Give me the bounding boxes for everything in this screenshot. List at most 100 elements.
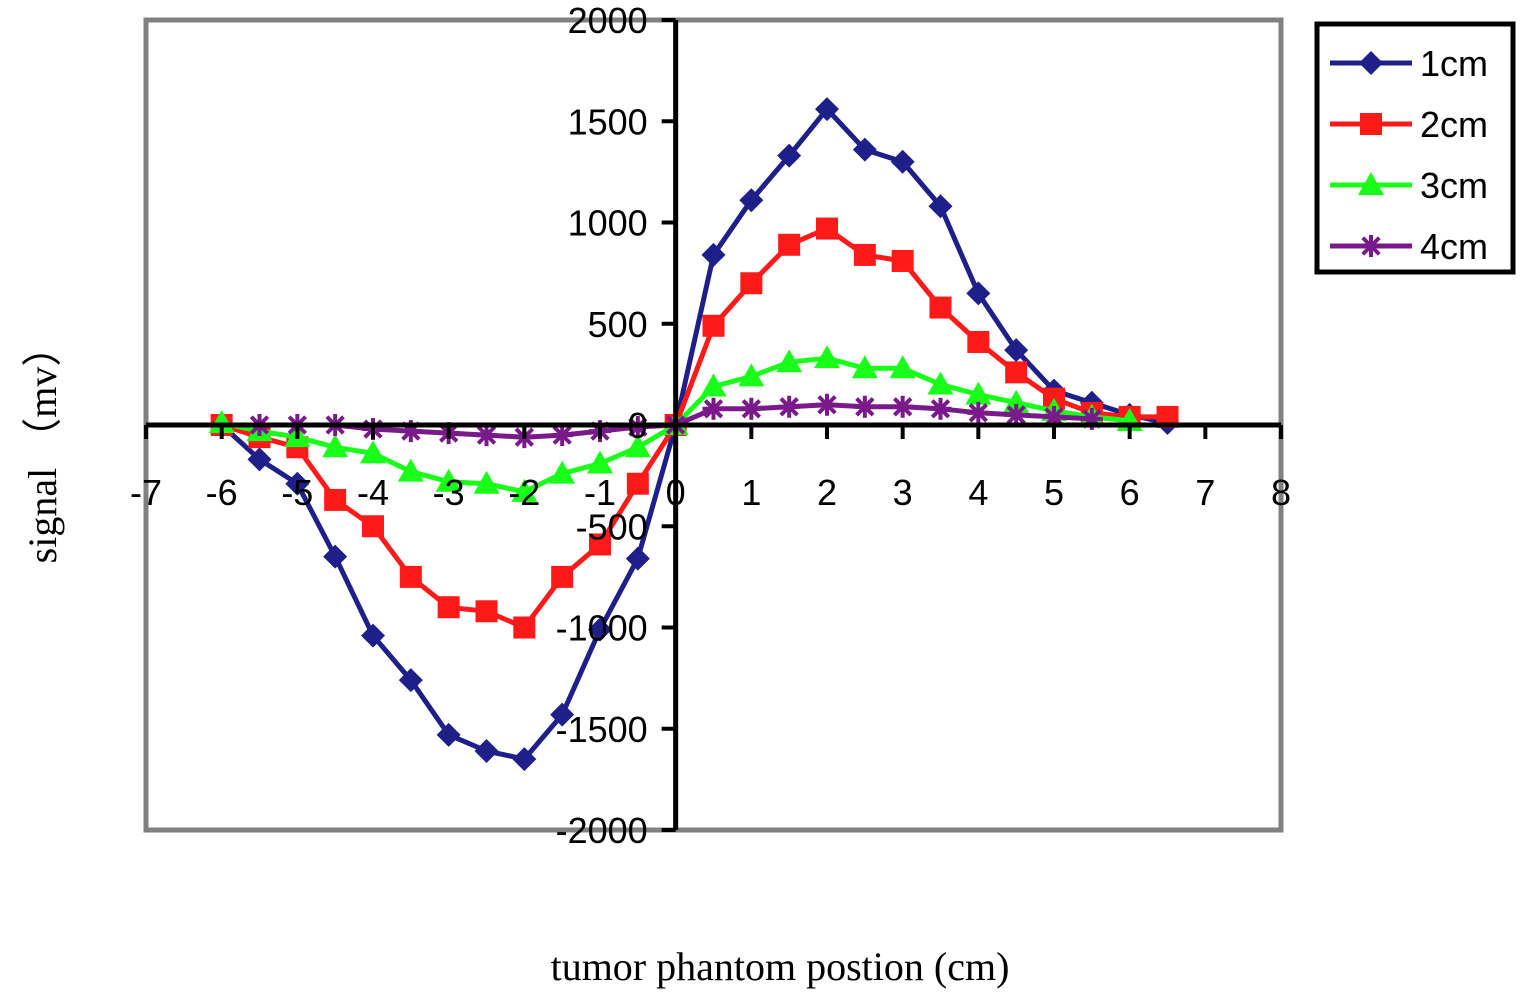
legend-label: 3cm (1420, 165, 1488, 206)
data-point-4cm (967, 401, 990, 424)
data-point-2cm (891, 249, 914, 272)
y-tick-label: 2000 (568, 0, 648, 41)
data-point-4cm (816, 393, 838, 416)
data-point-4cm (778, 395, 801, 418)
data-point-3cm (851, 355, 878, 379)
data-point-3cm (435, 468, 462, 492)
data-point-1cm (247, 447, 272, 472)
data-point-2cm (551, 565, 574, 588)
data-point-2cm (929, 296, 952, 319)
x-tick-label: 5 (1044, 472, 1064, 513)
data-point-1cm (815, 97, 839, 122)
y-axis-title: signal （mv） (20, 327, 65, 564)
legend-swatch-marker (1360, 235, 1382, 257)
data-point-4cm (891, 395, 914, 418)
data-point-3cm (889, 355, 916, 379)
data-point-3cm (511, 478, 538, 502)
x-tick-label: 2 (817, 472, 837, 513)
data-point-3cm (397, 458, 424, 482)
data-point-1cm (852, 137, 877, 162)
y-tick-label: -1500 (556, 709, 648, 750)
legend: 1cm 2cm 3cm 4cm (1314, 21, 1516, 275)
x-tick-label: -5 (281, 472, 313, 513)
x-tick-label: -1 (584, 472, 616, 513)
data-point-4cm (929, 397, 952, 420)
data-point-2cm (853, 243, 876, 266)
data-point-1cm (928, 194, 953, 219)
data-point-1cm (474, 739, 499, 764)
x-tick-label: 6 (1120, 472, 1140, 513)
series-line-1cm (220, 106, 1169, 762)
x-tick-label: -4 (357, 472, 389, 513)
y-tick-label: -2000 (556, 810, 648, 851)
x-tick-label: -2 (508, 472, 540, 513)
legend-label: 1cm (1420, 43, 1488, 84)
data-point-3cm (473, 470, 500, 494)
data-point-1cm (512, 747, 537, 772)
x-tick-label: 7 (1195, 472, 1215, 513)
data-point-4cm (740, 397, 763, 420)
data-point-2cm (1156, 405, 1179, 428)
data-point-2cm (362, 515, 384, 538)
data-point-4cm (475, 424, 498, 447)
x-axis-title: tumor phantom postion (cm) (551, 944, 1010, 989)
data-point-3cm (965, 381, 992, 405)
data-point-1cm (890, 149, 915, 174)
x-tick-label: 1 (741, 472, 761, 513)
data-point-2cm (778, 233, 801, 256)
legend-swatch-marker (1358, 172, 1384, 195)
data-point-2cm (324, 488, 347, 511)
data-point-2cm (740, 272, 763, 295)
y-tick-label: -500 (576, 506, 648, 547)
y-tick-label: 1000 (568, 203, 648, 244)
data-point-1cm (361, 623, 385, 648)
data-point-1cm (323, 544, 348, 569)
data-point-4cm (702, 397, 725, 420)
data-point-1cm (966, 281, 991, 306)
x-tick-label: -6 (206, 472, 238, 513)
legend-label: 2cm (1420, 104, 1488, 145)
y-tick-label: -1000 (556, 608, 648, 649)
legend-swatch-marker (1360, 113, 1382, 135)
data-point-1cm (588, 617, 612, 642)
data-point-3cm (587, 450, 613, 474)
data-point-3cm (776, 349, 803, 373)
tick-labels: -7 -6 -5 -4 -3 -2 -1 0 1 2 3 4 5 6 7 82000150010005000-… (130, 0, 1291, 851)
data-point-3cm (738, 363, 765, 387)
data-point-3cm (624, 434, 651, 458)
data-point-2cm (1005, 361, 1028, 384)
x-tick-label: -3 (433, 472, 465, 513)
legend-items: 1cm 2cm 3cm 4cm (1330, 43, 1488, 267)
data-point-1cm (625, 546, 650, 571)
data-point-2cm (816, 217, 838, 240)
data-point-3cm (814, 345, 840, 369)
x-tick-label: 3 (893, 472, 913, 513)
data-point-1cm (701, 242, 726, 267)
data-point-1cm (1004, 338, 1029, 363)
data-point-1cm (436, 722, 461, 747)
data-point-2cm (513, 616, 536, 639)
y-tick-label: 500 (588, 304, 648, 345)
y-tick-label: 1500 (568, 101, 648, 142)
data-point-1cm (398, 668, 423, 693)
data-point-2cm (399, 565, 422, 588)
x-tick-label: 8 (1271, 472, 1291, 513)
legend-item-1cm: 1cm (1330, 43, 1488, 84)
data-point-3cm (927, 371, 954, 395)
data-point-3cm (360, 440, 386, 464)
legend-item-3cm: 3cm (1330, 165, 1488, 206)
x-tick-label: 4 (968, 472, 988, 513)
data-point-4cm (853, 395, 876, 418)
data-point-2cm (967, 330, 990, 353)
data-point-1cm (739, 188, 764, 213)
data-point-1cm (285, 471, 310, 496)
y-tick-label: 0 (628, 405, 648, 446)
data-point-4cm (551, 424, 574, 447)
x-tick-label: -7 (130, 472, 162, 513)
legend-item-4cm: 4cm (1330, 226, 1488, 267)
data-point-1cm (550, 702, 575, 727)
legend-label: 4cm (1420, 226, 1488, 267)
data-point-3cm (549, 460, 576, 484)
axes-layer (144, 18, 1283, 832)
data-point-2cm (589, 533, 611, 556)
